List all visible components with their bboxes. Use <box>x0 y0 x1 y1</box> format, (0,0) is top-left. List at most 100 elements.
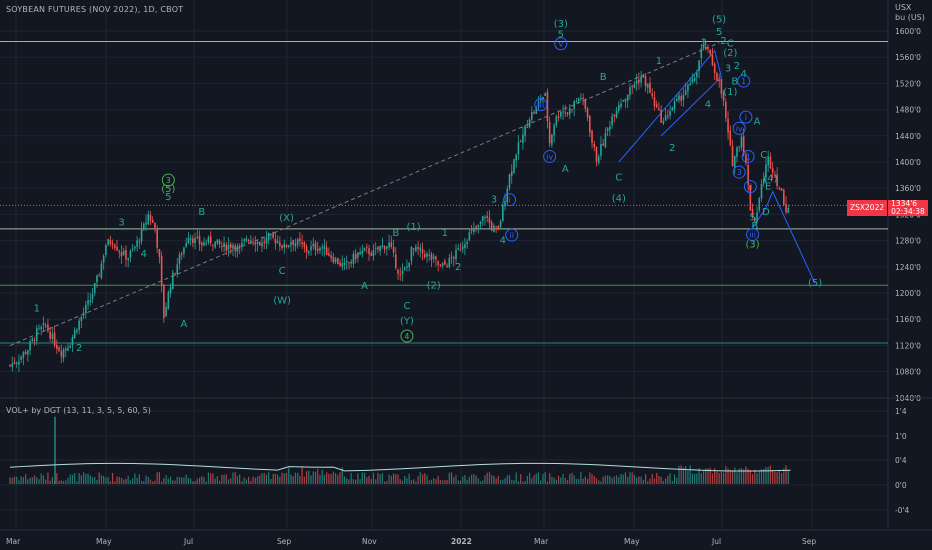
wave-label-ring <box>743 180 757 194</box>
candle-body <box>374 248 377 250</box>
candle-body <box>80 316 83 321</box>
candle-body <box>544 93 546 96</box>
wave-label: A <box>562 164 569 175</box>
volume-bar <box>689 465 691 484</box>
candle-body <box>435 256 437 260</box>
candle-body <box>722 92 725 101</box>
candle-body <box>156 228 158 248</box>
volume-bar <box>38 479 40 484</box>
candle-body <box>419 247 422 251</box>
volume-bars <box>9 416 789 484</box>
volume-bar <box>294 472 297 484</box>
time-tick: Jul <box>711 537 721 546</box>
wave-label: 1 <box>442 228 448 239</box>
volume-bar <box>381 472 384 484</box>
volume-bar <box>172 480 174 484</box>
wave-label: C <box>403 301 410 312</box>
volume-bar <box>252 476 254 484</box>
candle-body <box>93 283 96 294</box>
volume-bar <box>524 481 526 484</box>
volume-bar <box>399 479 401 484</box>
wave-label: 3 <box>725 64 731 75</box>
candle-body <box>678 95 680 100</box>
candle-body <box>593 143 596 148</box>
volume-bar <box>624 472 627 484</box>
candle-body <box>484 217 486 219</box>
candle-body <box>620 103 622 108</box>
volume-bar <box>457 480 459 484</box>
volume-bar <box>13 476 16 484</box>
volume-bar <box>33 475 36 484</box>
volume-bar <box>653 478 656 484</box>
candle-body <box>76 329 78 332</box>
volume-bar <box>118 476 120 484</box>
volume-bar <box>600 481 602 484</box>
volume-bar <box>696 473 698 484</box>
volume-bar <box>424 473 426 484</box>
volume-bar <box>450 472 453 484</box>
volume-bar <box>183 477 185 484</box>
wave-label: (Y) <box>400 316 414 327</box>
volume-bar <box>272 473 274 484</box>
candle-body <box>189 238 192 240</box>
wave-label: A <box>361 281 368 292</box>
candle-body <box>731 146 734 167</box>
volume-bar <box>508 474 511 484</box>
candle-body <box>555 116 558 126</box>
time-tick: Mar <box>534 537 549 546</box>
candle-body <box>571 109 573 111</box>
candle-body <box>294 243 297 247</box>
volume-bar <box>372 472 375 484</box>
candle-body <box>129 251 132 258</box>
candle-body <box>709 49 712 55</box>
wave-label: iii <box>537 101 544 110</box>
candle-body <box>11 363 14 367</box>
price-tick: 1160'0 <box>895 315 921 324</box>
candle-body <box>437 261 439 265</box>
volume-bar <box>787 470 789 484</box>
volume-bar <box>638 476 640 484</box>
volume-bar <box>602 476 604 484</box>
candle-body <box>165 307 167 317</box>
candle-body <box>446 265 448 268</box>
candle-body <box>693 77 696 81</box>
wave-label: C <box>279 266 286 277</box>
candle-body <box>733 155 736 168</box>
volume-bar <box>205 481 207 484</box>
candle-body <box>528 119 531 128</box>
candle-body <box>680 96 683 101</box>
volume-bar <box>76 481 78 484</box>
volume-bar <box>368 475 370 484</box>
wave-label: B <box>731 77 738 88</box>
volume-bar <box>428 480 430 484</box>
volume-bar <box>435 479 437 484</box>
candle-body <box>426 253 428 257</box>
volume-bar <box>488 472 491 484</box>
wave-label-ring <box>739 110 753 124</box>
volume-bar <box>716 471 718 484</box>
volume-bar <box>310 475 312 484</box>
wave-labels: 12345(5)3AB(X)C(W)AB(1)C(Y)412(2)34iiiiv… <box>34 14 823 353</box>
candle-body <box>176 264 179 275</box>
volume-bar <box>698 468 700 484</box>
candle-body <box>276 240 279 244</box>
candle-body <box>350 261 352 264</box>
volume-bar <box>408 473 410 484</box>
volume-bar <box>312 471 314 484</box>
volume-bar <box>243 477 245 484</box>
volume-bar <box>323 475 326 484</box>
volume-bar <box>678 465 680 484</box>
volume-bar <box>120 477 123 484</box>
volume-bar <box>584 476 586 484</box>
volume-bar <box>694 473 696 484</box>
volume-bar <box>303 476 305 484</box>
candle-body <box>223 243 225 247</box>
volume-bar <box>549 473 551 484</box>
candle-body <box>361 250 364 254</box>
time-tick: Mar <box>6 537 21 546</box>
candle-body <box>698 60 700 71</box>
volume-bar <box>98 472 100 484</box>
candle-body <box>597 156 600 163</box>
candle-body <box>301 242 303 245</box>
